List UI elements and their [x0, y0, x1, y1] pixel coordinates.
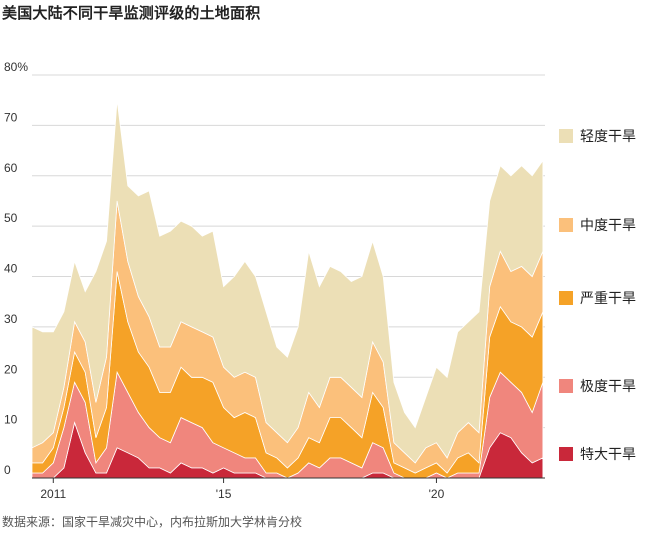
legend-swatch [559, 379, 573, 393]
legend-label: 轻度干旱 [580, 129, 636, 145]
legend-label: 中度干旱 [580, 218, 636, 234]
legend-swatch [559, 291, 573, 305]
legend-label: 特大干旱 [580, 447, 636, 463]
y-tick-label: 10 [4, 413, 18, 427]
legend-swatch [559, 129, 573, 143]
x-tick-labels: 2011 '15 '20 [40, 487, 444, 501]
y-tick-label: 80% [4, 60, 28, 74]
x-tick-label: '20 [429, 487, 445, 501]
page-title: 美国大陆不同干旱监测评级的土地面积 [2, 4, 261, 22]
y-tick-label: 60 [4, 161, 18, 175]
axes [32, 477, 545, 483]
area-轻度干旱 [31, 100, 544, 464]
y-tick-label: 50 [4, 211, 18, 225]
x-tick-label: '15 [216, 487, 232, 501]
y-tick-labels: 0 10 20 30 40 50 60 70 80% [4, 60, 28, 477]
y-tick-label: 40 [4, 262, 18, 276]
y-tick-label: 70 [4, 110, 18, 124]
legend-label: 极度干旱 [580, 379, 636, 395]
x-tick-label: 2011 [40, 487, 66, 501]
y-tick-label: 0 [4, 463, 11, 477]
y-tick-label: 20 [4, 362, 18, 376]
area-series [31, 100, 544, 479]
y-tick-label: 30 [4, 312, 18, 326]
legend-swatch [559, 447, 573, 461]
legend-swatch [559, 218, 573, 232]
legend-label: 严重干旱 [580, 291, 636, 307]
source-note: 数据来源：国家干旱减灾中心，内布拉斯加大学林肯分校 [2, 515, 303, 529]
